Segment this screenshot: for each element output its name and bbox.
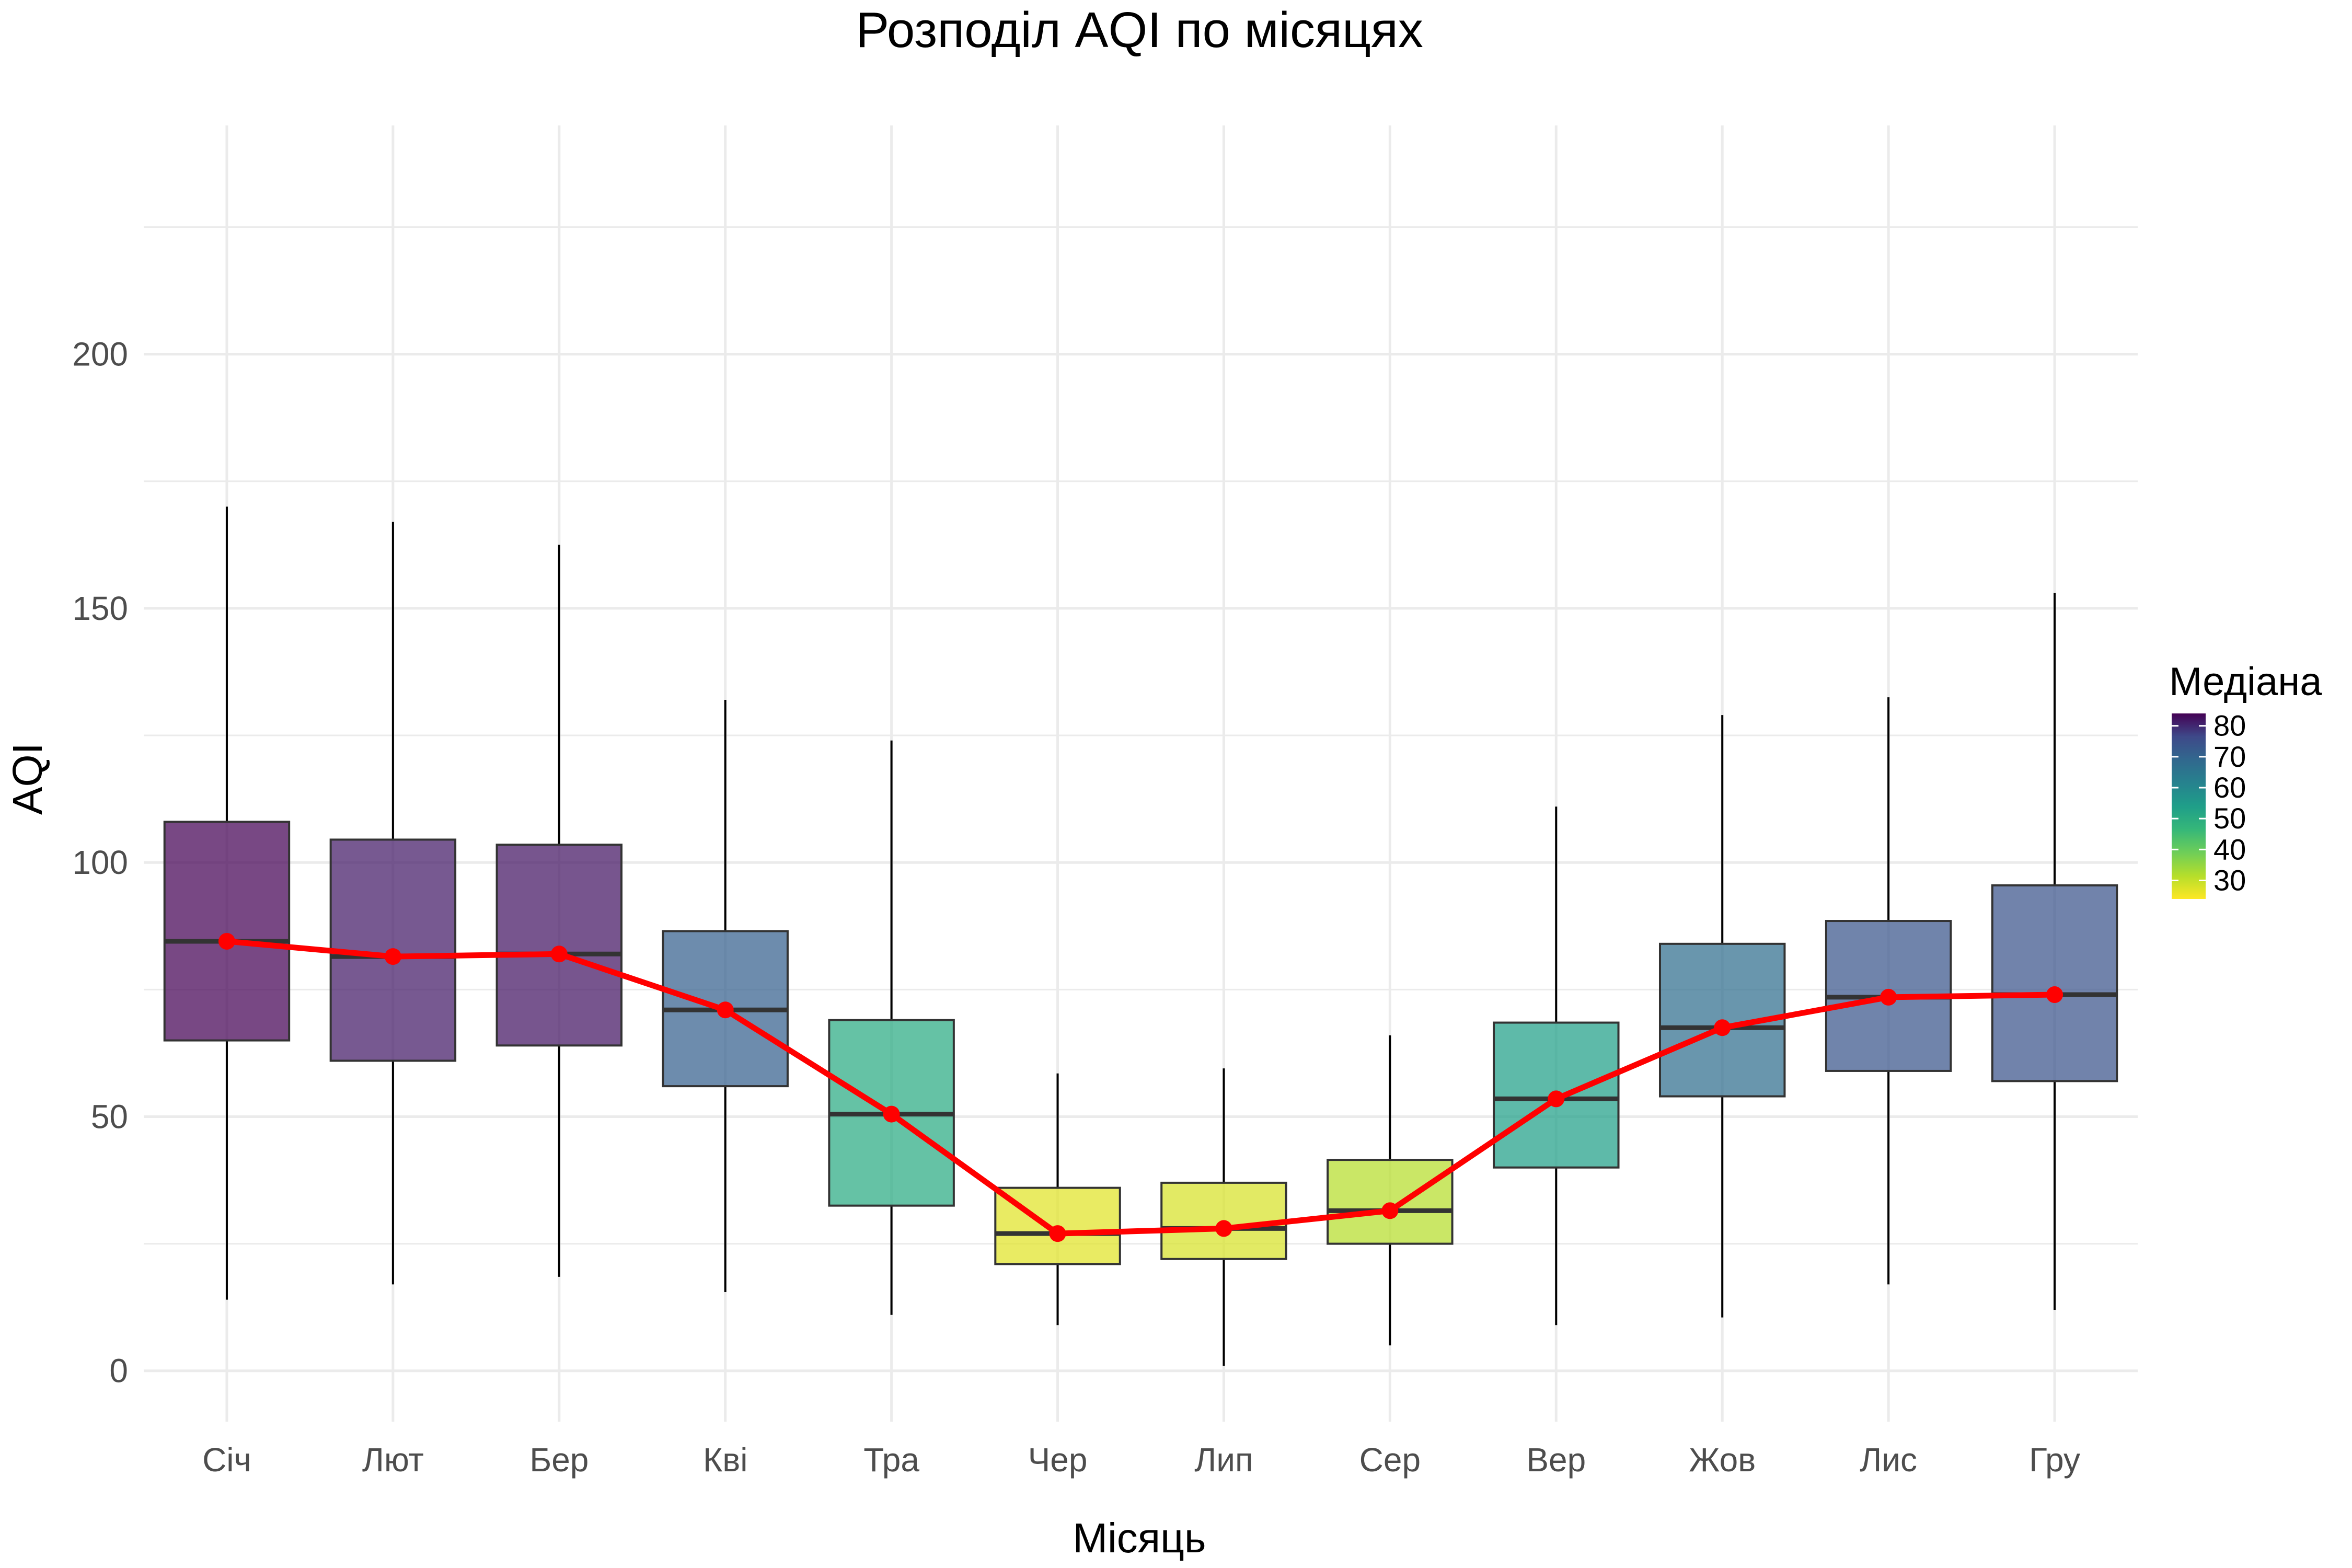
chart-title: Розподіл AQI по місяцях	[856, 2, 1423, 58]
x-tick-label: Лип	[1194, 1441, 1253, 1479]
x-tick-label: Чер	[1028, 1441, 1088, 1479]
colorbar-label: 50	[2213, 802, 2246, 835]
y-tick-label: 0	[109, 1352, 128, 1390]
boxes	[163, 821, 2118, 1265]
trend-point	[384, 948, 401, 965]
x-tick-label: Вер	[1526, 1441, 1586, 1479]
axes: 0 50 100 150 200 Січ Лют Бер Кві Тра Чер Лип Сер Вер Ж…	[72, 336, 2080, 1479]
x-tick-label: Лют	[362, 1441, 424, 1479]
legend-colorbar	[2172, 713, 2206, 899]
colorbar-label: 40	[2213, 833, 2246, 866]
median-trend	[218, 932, 2063, 1242]
box	[1327, 1159, 1454, 1245]
trend-point	[883, 1105, 900, 1123]
y-tick-label: 200	[72, 336, 128, 373]
trend-point	[1880, 988, 1897, 1006]
grid	[144, 125, 2138, 1422]
colorbar-label: 30	[2213, 864, 2246, 897]
x-tick-label: Тра	[863, 1441, 919, 1479]
trend-point	[1548, 1090, 1565, 1108]
y-tick-label: 50	[91, 1098, 128, 1135]
box	[495, 844, 623, 1047]
x-tick-label: Сер	[1359, 1441, 1421, 1479]
trend-point	[2046, 986, 2063, 1004]
x-tick-label: Лис	[1860, 1441, 1917, 1479]
y-axis-title: AQI	[4, 743, 51, 815]
trend-point	[717, 1001, 734, 1019]
trend-point	[550, 946, 568, 963]
x-tick-label: Бер	[529, 1441, 589, 1479]
x-axis-title: Місяць	[1073, 1515, 1206, 1561]
trend-point	[218, 932, 235, 950]
trend-point	[1381, 1202, 1399, 1219]
colorbar-label: 70	[2213, 740, 2246, 773]
x-tick-label: Гру	[2029, 1441, 2080, 1479]
legend-title: Медіана	[2169, 660, 2322, 704]
y-tick-label: 150	[72, 590, 128, 627]
colorbar-label: 80	[2213, 709, 2246, 742]
x-tick-label: Жов	[1689, 1441, 1756, 1479]
x-tick-label: Січ	[202, 1441, 251, 1479]
trend-point	[1714, 1019, 1731, 1036]
trend-line	[226, 938, 2055, 1237]
whiskers	[225, 506, 2056, 1366]
box	[163, 821, 291, 1042]
trend-point	[1215, 1220, 1232, 1237]
y-tick-label: 100	[72, 844, 128, 881]
x-tick-label: Кві	[703, 1441, 748, 1479]
colorbar-label: 60	[2213, 771, 2246, 804]
box	[1991, 884, 2118, 1082]
trend-point	[1049, 1225, 1066, 1242]
